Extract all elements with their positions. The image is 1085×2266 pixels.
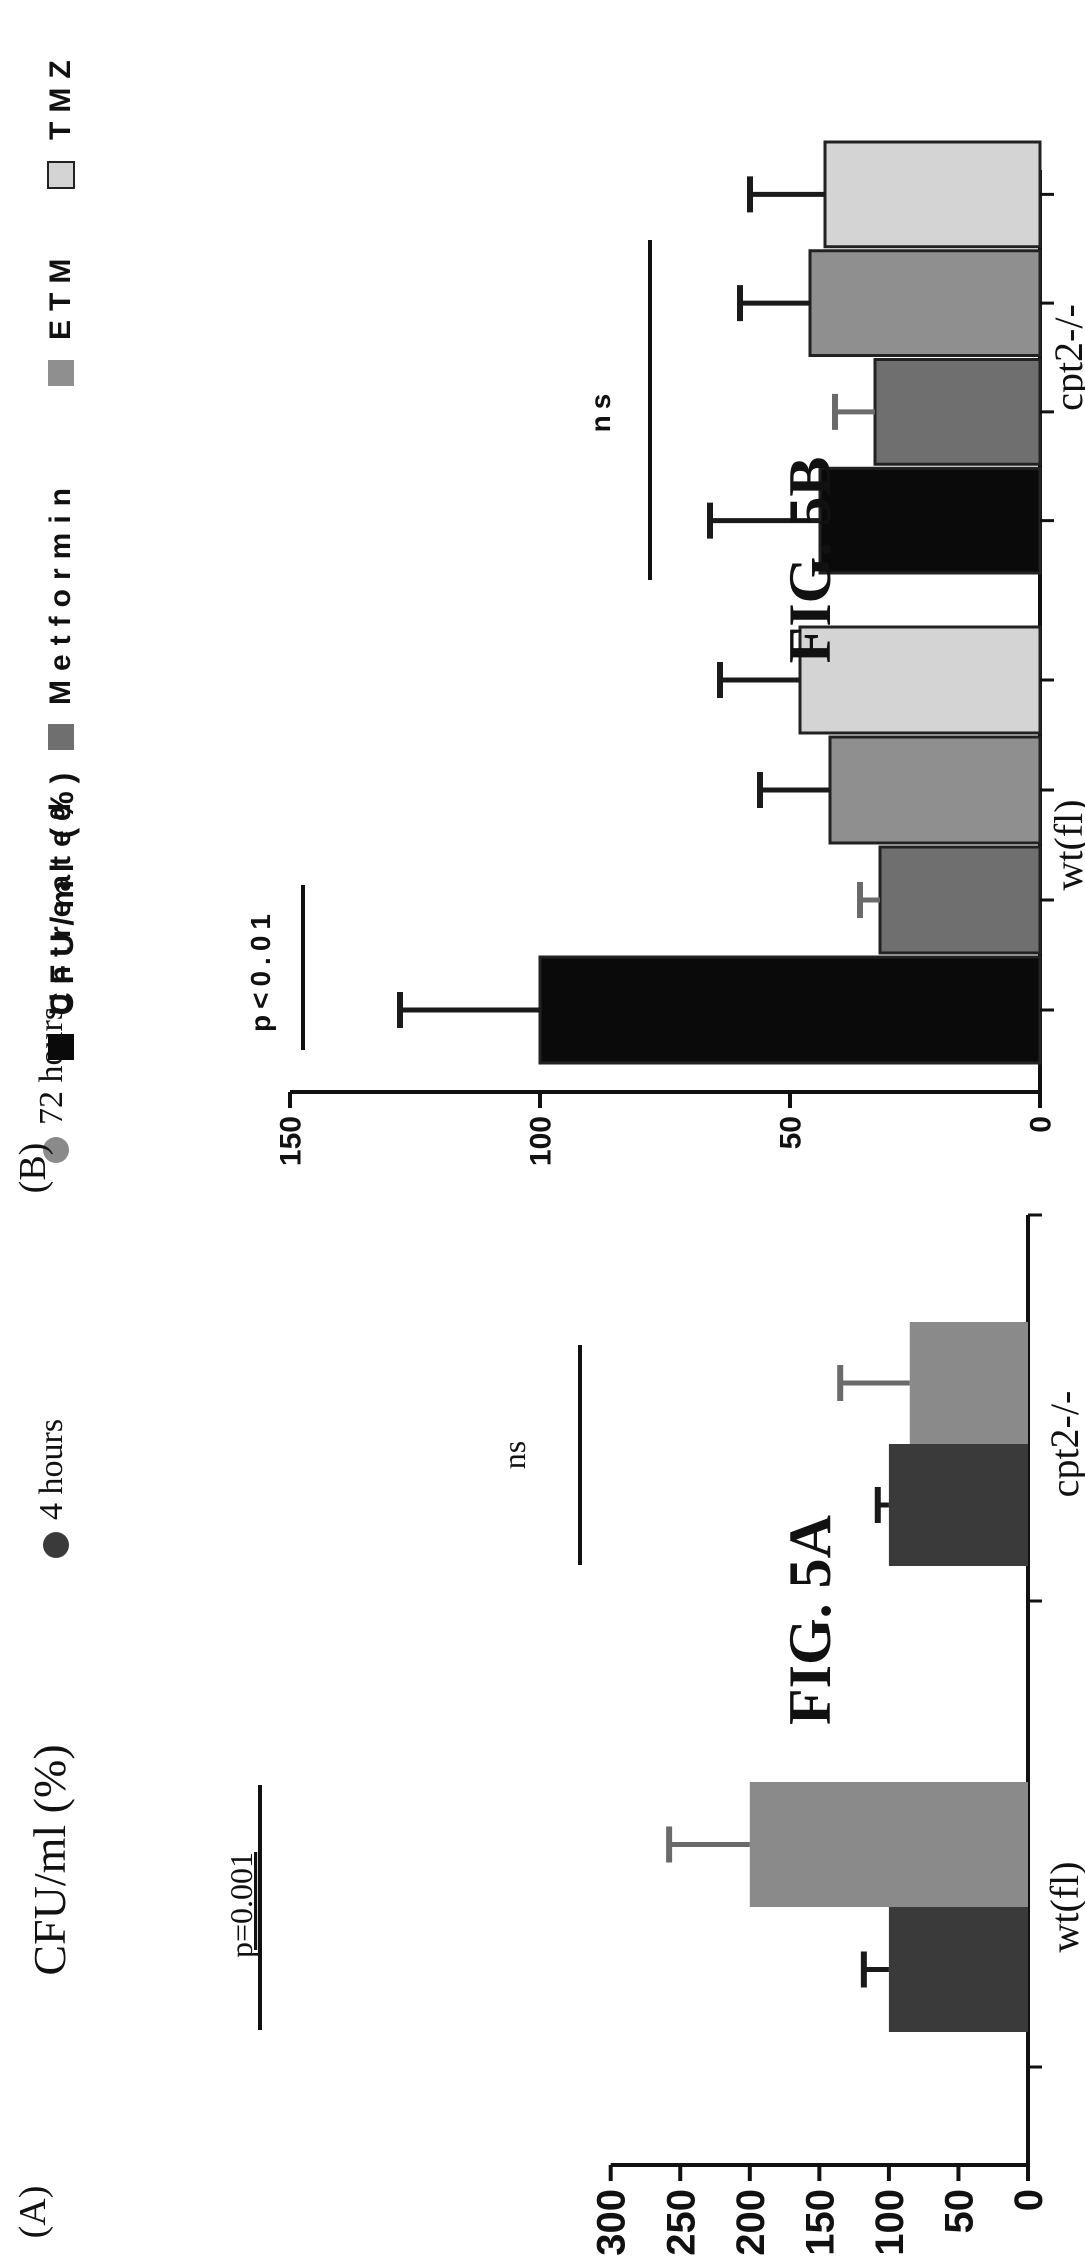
legend-marker-72-hours — [43, 1137, 69, 1163]
panel-b-category-label-cpt2: cpt2-/- — [1046, 304, 1085, 411]
legend-label-untreated: Untreated — [44, 794, 77, 1015]
panel-b-plot-area: 0 50 100 150 wt(fl) cpt2-/- p<0.01 ns — [245, 140, 1085, 1166]
panel-b-bar-cpt2-metformin — [873, 358, 1042, 466]
panel-b-label: (B) — [12, 1143, 54, 1194]
panel-b-bar-wt-fl-etm — [828, 735, 1042, 845]
panel-a-legend: 4 hours 72 hours — [33, 1007, 70, 1558]
panel-a-annotation-2: ns — [496, 1441, 532, 1469]
panel-a-category-label-cpt2: cpt2-/- — [1042, 1391, 1085, 1498]
panel-a-y-tick-label-50: 50 — [937, 2189, 981, 2234]
legend-marker-4-hours — [43, 1532, 69, 1558]
legend-label-metformin: Metformin — [44, 479, 77, 705]
legend-marker-metformin — [48, 724, 74, 750]
panel-b-category-label-wt-fl: wt(fl) — [1046, 799, 1085, 890]
panel-a-annotation-1: p=0.001 — [223, 1852, 259, 1958]
panel-a-bar-cpt2-72-hours — [909, 1322, 1028, 1444]
panel-b-bar-wt-fl-untreated — [538, 955, 1042, 1065]
panel-a-y-axis-title: CFU/ml (%) — [24, 1744, 75, 1975]
panel-b: (B) CFU/ml (%) Untreated Metformin ETM T… — [12, 51, 1085, 1193]
panel-a-bar-wt-fl-72-hours — [749, 1782, 1028, 1907]
panel-a-y-tick-label-0: 0 — [1007, 2189, 1051, 2211]
panel-a-plot-area: 0 50 100 150 200 250 300 wt(fl) cpt2-/- p=0.001 ns — [223, 1213, 1085, 2256]
panel-b-y-tick-label-50: 50 — [775, 1116, 808, 1149]
panel-a-y-tick-label-300: 300 — [590, 2189, 634, 2256]
legend-label-etm: ETM — [44, 250, 77, 340]
legend-label-4-hours: 4 hours — [33, 1419, 70, 1520]
panel-b-bar-cpt2-etm — [808, 249, 1042, 357]
legend-marker-tmz — [47, 161, 75, 189]
panel-b-bar-cpt2-tmz — [823, 140, 1042, 249]
legend-marker-etm — [48, 360, 74, 386]
panel-b-annotation-2: ns — [585, 388, 616, 433]
panel-a: (A) CFU/ml (%) 4 hours 72 hours 0 50 100 15… — [12, 1007, 1085, 2256]
panel-b-figure-caption: FIG. 5B — [777, 457, 843, 664]
panel-b-legend: Untreated Metformin ETM TMZ — [44, 51, 77, 1060]
panel-a-category-label-wt-fl: wt(fl) — [1042, 1861, 1085, 1952]
panel-b-y-axis-title: CFU/ml (%) — [44, 765, 80, 1016]
panel-b-y-tick-label-150: 150 — [275, 1116, 308, 1166]
panel-a-y-tick-label-200: 200 — [729, 2189, 773, 2256]
panel-b-bar-wt-fl-metformin — [878, 845, 1042, 955]
panel-b-y-tick-label-100: 100 — [525, 1116, 558, 1166]
panel-a-y-tick-label-100: 100 — [868, 2189, 912, 2256]
legend-label-72-hours: 72 hours — [33, 1007, 70, 1125]
panel-a-y-tick-label-150: 150 — [798, 2189, 842, 2256]
legend-marker-untreated — [48, 1034, 74, 1060]
panel-a-bar-cpt2-4-hours — [888, 1444, 1028, 1566]
panel-b-bar-cpt2-untreated — [818, 466, 1042, 575]
panel-a-figure-caption: FIG. 5A — [777, 1515, 843, 1725]
panel-b-annotation-1: p<0.01 — [245, 908, 276, 1032]
legend-label-tmz: TMZ — [44, 51, 77, 140]
panel-a-label: (A) — [12, 2186, 54, 2239]
panel-a-bar-wt-fl-4-hours — [888, 1907, 1028, 2032]
panel-b-y-tick-label-0: 0 — [1025, 1116, 1058, 1133]
panel-a-y-tick-label-250: 250 — [659, 2189, 703, 2256]
